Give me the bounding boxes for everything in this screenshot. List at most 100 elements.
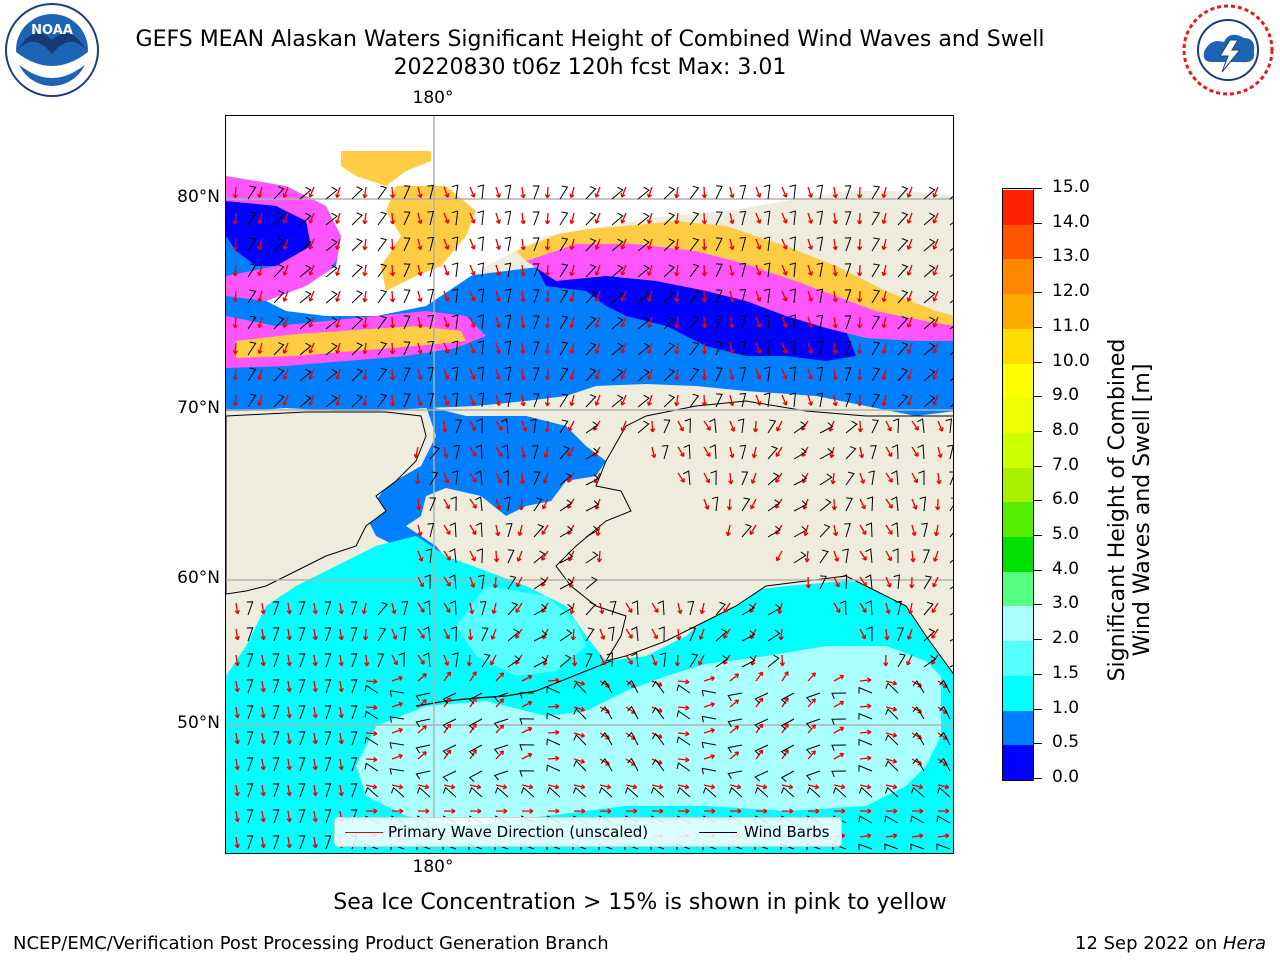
wind-barb	[816, 184, 824, 200]
wind-barb	[493, 770, 509, 781]
wave-direction-arrow	[365, 678, 378, 685]
colorbar-tick-mark	[1034, 222, 1042, 224]
wind-barb	[715, 211, 723, 226]
wind-barb	[627, 679, 639, 694]
noaa-logo-text: NOAA	[31, 23, 73, 38]
wind-barb	[897, 290, 909, 304]
wave-direction-arrow	[569, 290, 575, 303]
wind-barb	[600, 680, 613, 694]
wind-barb	[546, 738, 561, 746]
wind-barb	[715, 315, 723, 330]
wave-direction-arrow	[807, 368, 813, 380]
wind-barb	[559, 315, 569, 330]
wave-direction-arrow	[832, 316, 838, 329]
wave-direction-arrow	[308, 212, 315, 224]
wind-barb	[350, 757, 358, 772]
wind-barb	[507, 655, 521, 668]
wave-direction-arrow	[884, 628, 890, 641]
wave-direction-arrow	[755, 808, 768, 814]
wind-barb	[423, 600, 431, 616]
wave-direction-arrow	[674, 316, 680, 329]
wind-barb	[871, 315, 881, 330]
wave-direction-arrow	[832, 368, 838, 381]
wind-barb	[866, 626, 873, 642]
wave-direction-arrow	[832, 186, 838, 199]
wind-barb	[870, 445, 877, 460]
wind-barb	[767, 419, 777, 434]
wave-direction-arrow	[232, 394, 238, 407]
sea-ice-pink-east	[526, 244, 953, 341]
wave-direction-arrow	[885, 784, 898, 790]
wave-direction-arrow	[308, 238, 315, 250]
wave-direction-arrow	[443, 472, 450, 484]
wave-direction-arrow	[234, 836, 240, 849]
wind-barb	[504, 184, 512, 200]
wave-direction-arrow	[443, 342, 450, 354]
colorbar-segment	[1003, 640, 1033, 676]
wind-barb	[865, 574, 873, 590]
wave-direction-arrow	[417, 186, 423, 199]
wave-direction-arrow	[520, 316, 526, 329]
wind-barb	[532, 393, 540, 408]
wind-barb	[532, 341, 540, 356]
wind-barb	[377, 289, 388, 304]
wind-barb	[793, 500, 808, 512]
wave-direction-arrow	[362, 628, 369, 641]
wave-direction-arrow	[703, 754, 715, 760]
wind-barb	[585, 342, 597, 356]
wind-barb	[780, 692, 795, 704]
wind-barb	[871, 185, 881, 200]
wind-barb	[663, 342, 676, 356]
wind-barb	[298, 783, 306, 798]
wind-barb	[663, 186, 676, 200]
wind-barb	[923, 238, 936, 252]
wind-barb	[763, 184, 771, 200]
wave-direction-arrow	[417, 628, 425, 639]
wind-barb	[637, 342, 650, 356]
wave-direction-arrow	[677, 705, 690, 711]
wave-direction-arrow	[859, 833, 872, 839]
wave-direction-arrow	[857, 368, 863, 381]
wind-barb	[504, 340, 512, 356]
wind-barb	[403, 263, 411, 278]
wave-direction-arrow	[391, 808, 404, 814]
wind-barb	[298, 809, 306, 824]
wind-barb	[389, 742, 405, 749]
wind-barb	[377, 627, 387, 642]
wave-direction-arrow	[521, 784, 534, 790]
wind-barb	[805, 744, 821, 755]
wind-barb	[585, 212, 597, 226]
wind-barb	[504, 288, 512, 304]
wind-barb	[767, 525, 781, 538]
wave-direction-arrow	[417, 673, 427, 682]
wind-barb	[455, 419, 463, 434]
wind-barb	[299, 316, 312, 330]
wave-direction-arrow	[413, 446, 419, 459]
wave-direction-arrow	[547, 755, 560, 762]
wind-barb	[754, 770, 769, 782]
wind-barb	[246, 809, 254, 824]
wave-direction-arrow	[729, 290, 735, 303]
wind-barb	[298, 731, 306, 746]
wave-direction-arrow	[520, 290, 526, 303]
wind-barb	[737, 418, 745, 434]
wind-barb	[683, 470, 691, 486]
wind-barb	[364, 762, 379, 772]
wind-barb	[741, 630, 756, 642]
wave-direction-arrow	[932, 576, 939, 588]
wave-direction-arrow	[885, 602, 891, 615]
wind-barb	[912, 758, 925, 772]
wave-direction-arrow	[286, 706, 292, 719]
wind-barb	[711, 496, 719, 512]
wind-barb	[789, 314, 797, 330]
wind-barb	[272, 627, 280, 642]
wind-barb	[299, 394, 312, 408]
wave-direction-arrow	[365, 730, 378, 737]
wave-direction-arrow	[647, 316, 653, 328]
wave-direction-arrow	[885, 732, 898, 738]
wave-direction-arrow	[389, 342, 396, 355]
wind-barb	[893, 574, 901, 590]
wind-barb	[501, 418, 509, 434]
wave-direction-arrow	[257, 342, 263, 355]
wind-barb	[377, 185, 388, 200]
